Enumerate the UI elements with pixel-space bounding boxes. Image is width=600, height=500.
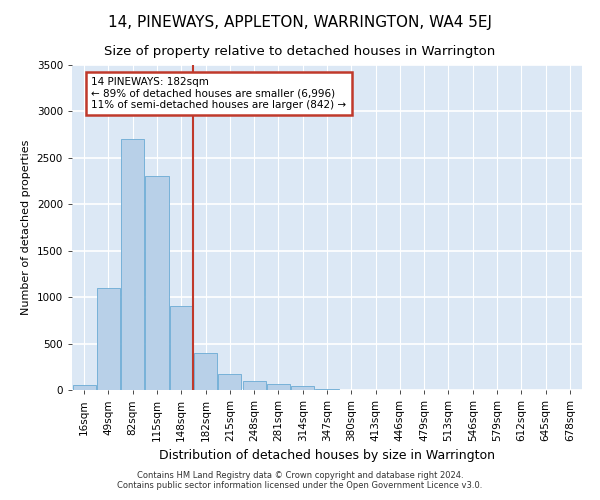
- Text: 14 PINEWAYS: 182sqm
← 89% of detached houses are smaller (6,996)
11% of semi-det: 14 PINEWAYS: 182sqm ← 89% of detached ho…: [91, 77, 347, 110]
- Bar: [316, 389, 338, 390]
- Bar: [170, 306, 193, 390]
- X-axis label: Distribution of detached houses by size in Warrington: Distribution of detached houses by size …: [159, 450, 495, 462]
- Bar: [73, 386, 95, 390]
- Text: Contains HM Land Registry data © Crown copyright and database right 2024.
Contai: Contains HM Land Registry data © Crown c…: [118, 470, 482, 490]
- Bar: [145, 176, 169, 390]
- Bar: [194, 353, 217, 390]
- Bar: [121, 140, 144, 390]
- Bar: [242, 380, 266, 390]
- Text: 14, PINEWAYS, APPLETON, WARRINGTON, WA4 5EJ: 14, PINEWAYS, APPLETON, WARRINGTON, WA4 …: [108, 15, 492, 30]
- Text: Size of property relative to detached houses in Warrington: Size of property relative to detached ho…: [104, 45, 496, 58]
- Bar: [267, 384, 290, 390]
- Bar: [291, 386, 314, 390]
- Bar: [218, 374, 241, 390]
- Bar: [97, 288, 120, 390]
- Y-axis label: Number of detached properties: Number of detached properties: [21, 140, 31, 315]
